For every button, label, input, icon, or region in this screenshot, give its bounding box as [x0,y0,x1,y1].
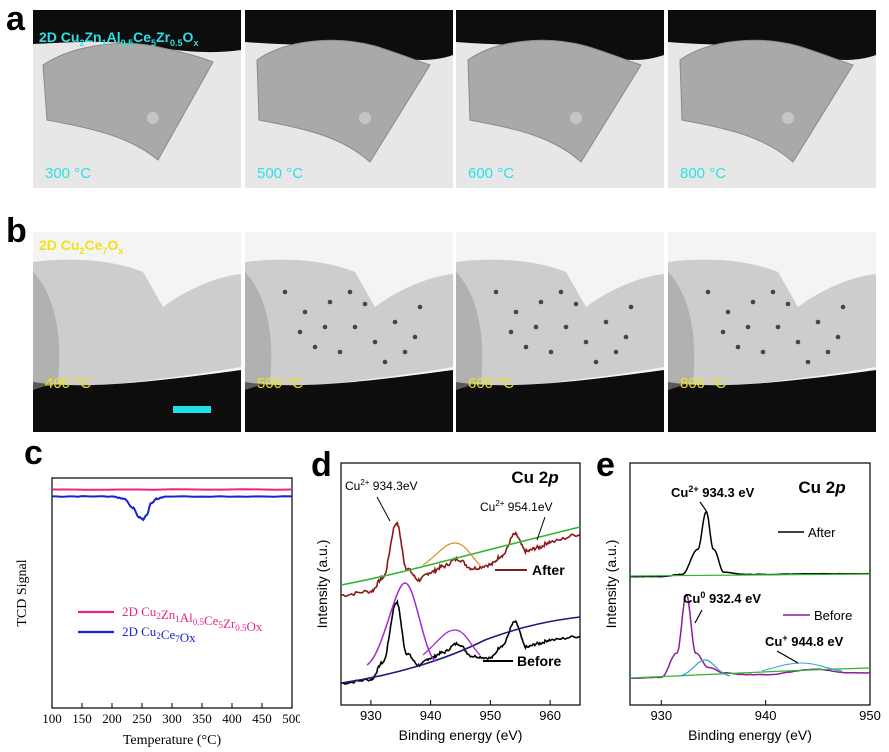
legend-entry: After [808,525,836,540]
temperature-label: 400 °C [45,375,92,392]
plot-frame [340,462,581,706]
series-line-after [629,510,871,578]
tem-image-a-3: 600 °C [456,10,664,188]
panel-label-d: d [311,446,332,484]
annotation-arrow [694,609,703,624]
background-line [629,667,871,679]
tem-image-b-2: 500 °C [245,232,453,432]
x-tick-label: 950 [480,708,502,723]
series-line-before [340,599,581,685]
series-line-after [340,521,581,598]
background-line [340,616,581,684]
legend-entry: After [532,562,565,578]
legend-entry: Before [517,653,562,669]
fit-peak [422,629,481,656]
fit-peak [761,662,843,672]
annotation-cu0-932: Cu0 932.4 eV [683,590,761,606]
tem-image-b-1: 400 °C 2D Cu2Ce7Ox [33,232,241,432]
x-axis-label: Binding energy (eV) [688,727,812,743]
temperature-label: 800 °C [680,165,727,182]
series-line-2 [52,495,293,522]
tem-image-b-3: 600 °C [456,232,664,432]
x-tick-label: 960 [539,708,561,723]
panel-label-e: e [596,446,615,484]
temperature-label: 800 °C [680,375,727,392]
background-line [340,526,581,586]
material-title-b: 2D Cu2Ce7Ox [39,237,124,256]
x-tick-label: 150 [72,711,92,726]
x-tick-label: 930 [650,708,672,723]
legend-entry: 2D Cu2Ce7Ox [122,624,196,645]
chart-d-xps: 930 940 950 960 Binding energy (eV) Intensity… [314,462,581,743]
legend-entry: 2D Cu2Zn1Al0.5Ce5Zr0.5Ox [122,604,263,634]
material-title-a: 2D Cu2Zn1Al0.5Ce5Zr0.5Ox [39,29,199,48]
temperature-label: 500 °C [257,165,304,182]
x-tick-label: 100 [42,711,62,726]
annotation-cu2-954: Cu2+ 954.1eV [480,499,553,514]
chart-title: Cu 2p [798,478,845,497]
x-tick-label: 350 [192,711,212,726]
chart-c-tpr: 100 150 200 250 300 350 400 450 500 Temperature (… [15,477,300,748]
plot-frame [51,477,293,709]
annotation-cu1-944: Cu+ 944.8 eV [765,633,844,649]
temperature-label: 500 °C [257,375,304,392]
x-tick-label: 940 [420,708,442,723]
x-tick-label: 200 [102,711,122,726]
x-axis-label: Temperature (°C) [123,733,222,748]
x-tick-label: 250 [132,711,152,726]
x-tick-label: 300 [162,711,182,726]
annotation-arrow [776,650,799,664]
fit-peak [679,659,731,677]
panel-label-b: b [6,212,27,250]
fit-peak [366,582,436,666]
x-axis-label: Binding energy (eV) [399,727,523,743]
background-line [629,573,871,577]
y-axis-label: Intensity (a.u.) [314,540,330,629]
legend-entry: Before [814,608,852,623]
chart-title: Cu 2p [511,468,558,487]
annotation-arrow [536,516,546,541]
tem-image-a-2: 500 °C [245,10,453,188]
annotation-cu2-934: Cu2+ 934.3 eV [671,484,755,500]
series-line-1 [52,488,293,491]
temperature-label: 300 °C [45,165,92,182]
x-tick-label: 930 [360,708,382,723]
x-tick-label: 940 [755,708,777,723]
x-tick-label: 450 [252,711,272,726]
x-tick-label: 950 [859,708,881,723]
panel-label-a: a [6,0,25,38]
panel-label-c: c [24,434,43,472]
plot-frame [629,462,871,706]
y-axis-label: TCD Signal [15,559,30,626]
fit-peak [422,542,481,566]
annotation-arrow [376,496,391,522]
temperature-label: 600 °C [468,165,515,182]
temperature-label: 600 °C [468,375,515,392]
tem-image-b-4: 800 °C [668,232,876,432]
annotation-arrow [699,501,708,513]
scale-bar [173,406,211,413]
tem-image-a-1: 300 °C 2D Cu2Zn1Al0.5Ce5Zr0.5Ox [33,10,241,188]
y-axis-label: Intensity (a.u.) [603,540,619,629]
x-tick-label: 500 [282,711,300,726]
annotation-cu2-934: Cu2+ 934.3eV [345,478,418,493]
x-tick-label: 400 [222,711,242,726]
chart-e-xps: 930 940 950 Binding energy (eV) Intensity (a… [603,462,881,743]
tem-image-a-4: 800 °C [668,10,876,188]
